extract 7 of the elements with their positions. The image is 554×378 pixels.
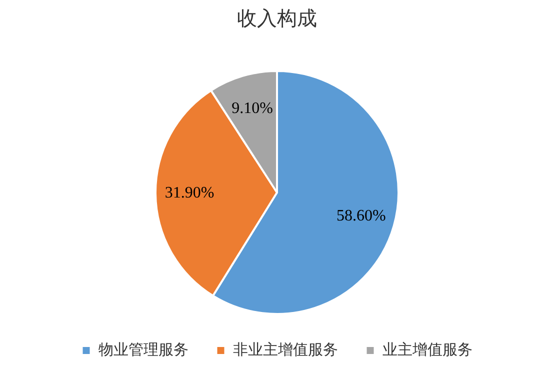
legend-label: 非业主增值服务 — [232, 340, 338, 358]
data-label: 31.90% — [164, 184, 214, 202]
chart-title: 收入构成 — [237, 6, 317, 30]
data-label: 58.60% — [336, 208, 386, 225]
legend-label: 物业管理服务 — [98, 340, 188, 358]
data-label: 9.10% — [232, 100, 273, 117]
legend-label: 业主增值服务 — [382, 340, 472, 358]
